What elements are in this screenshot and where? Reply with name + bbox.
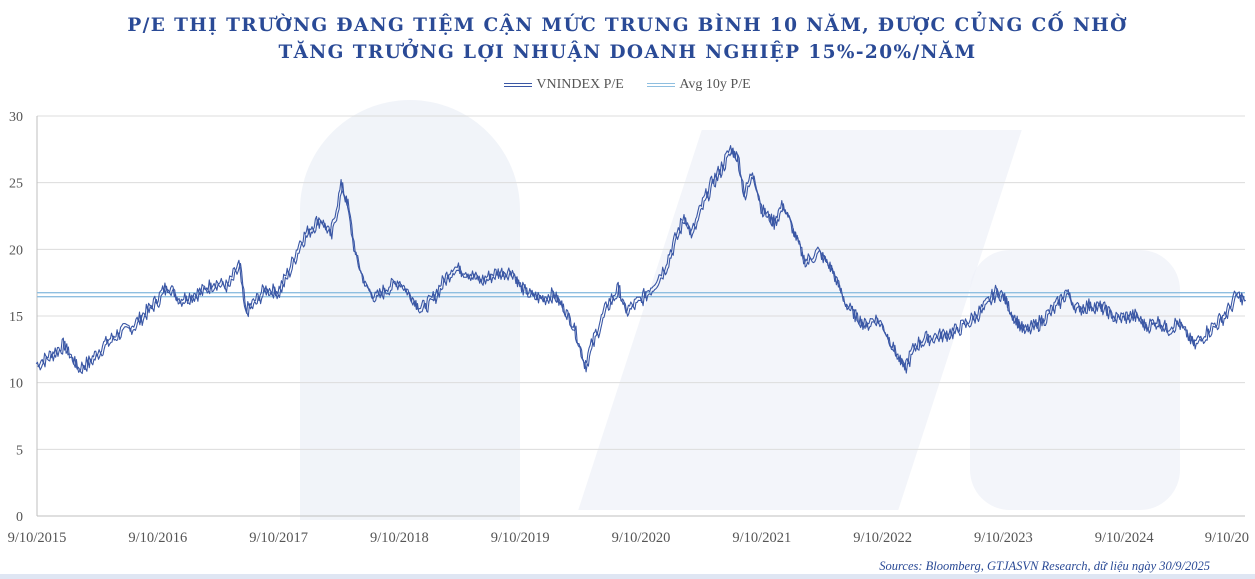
- bottom-bar: [0, 574, 1255, 579]
- y-tick-label: 0: [16, 510, 23, 525]
- x-tick-label: 9/10/2015: [8, 530, 67, 546]
- x-tick-label: 9/10/2019: [491, 530, 550, 546]
- vnindex-pe-line-lower: [37, 148, 1247, 375]
- x-tick-label: 9/10/2024: [1095, 530, 1155, 546]
- y-tick-label: 5: [16, 443, 23, 458]
- legend-label-vnindex-pe: VNINDEX P/E: [536, 77, 624, 92]
- y-tick-label: 30: [9, 110, 23, 125]
- x-tick-label: 9/10/2022: [853, 530, 912, 546]
- x-tick-label: 9/10/2018: [370, 530, 429, 546]
- legend-item-avg-10y-pe: Avg 10y P/E: [647, 77, 751, 93]
- x-tick-label: 9/10/2023: [974, 530, 1033, 546]
- legend-item-vnindex-pe: VNINDEX P/E: [504, 77, 624, 93]
- x-tick-label: 9/10/20: [1205, 530, 1249, 546]
- chart-series: [35, 145, 1247, 375]
- vnindex-pe-line-upper: [35, 145, 1245, 371]
- chart-title-line-1: P/E THỊ TRƯỜNG ĐANG TIỆM CẬN MỨC TRUNG B…: [127, 15, 1128, 36]
- legend-label-avg-10y-pe: Avg 10y P/E: [679, 77, 751, 92]
- y-axis: 0 5 10 15 20 25 30: [9, 110, 23, 525]
- y-tick-label: 10: [9, 377, 23, 392]
- x-axis: 9/10/2015 9/10/2016 9/10/2017 9/10/2018 9/10…: [8, 530, 1249, 546]
- x-tick-label: 9/10/2017: [249, 530, 308, 546]
- y-tick-label: 20: [9, 243, 23, 258]
- x-tick-label: 9/10/2020: [612, 530, 671, 546]
- source-note: Sources: Bloomberg, GTJASVN Research, dữ…: [879, 559, 1210, 573]
- y-tick-label: 15: [9, 310, 23, 325]
- chart-title-line-2: TĂNG TRƯỞNG LỢI NHUẬN DOANH NGHIỆP 15%-2…: [278, 42, 977, 63]
- y-tick-label: 25: [9, 177, 23, 192]
- chart-legend: VNINDEX P/E Avg 10y P/E: [0, 77, 1255, 93]
- chart-gridlines: [36, 115, 1245, 517]
- background-shape-left: [300, 100, 520, 520]
- legend-swatch-vnindex-pe: [504, 82, 533, 87]
- x-tick-label: 9/10/2016: [128, 530, 187, 546]
- legend-swatch-avg-10y-pe: [647, 82, 676, 87]
- x-tick-label: 9/10/2021: [732, 530, 791, 546]
- chart-title: P/E THỊ TRƯỜNG ĐANG TIỆM CẬN MỨC TRUNG B…: [0, 12, 1255, 66]
